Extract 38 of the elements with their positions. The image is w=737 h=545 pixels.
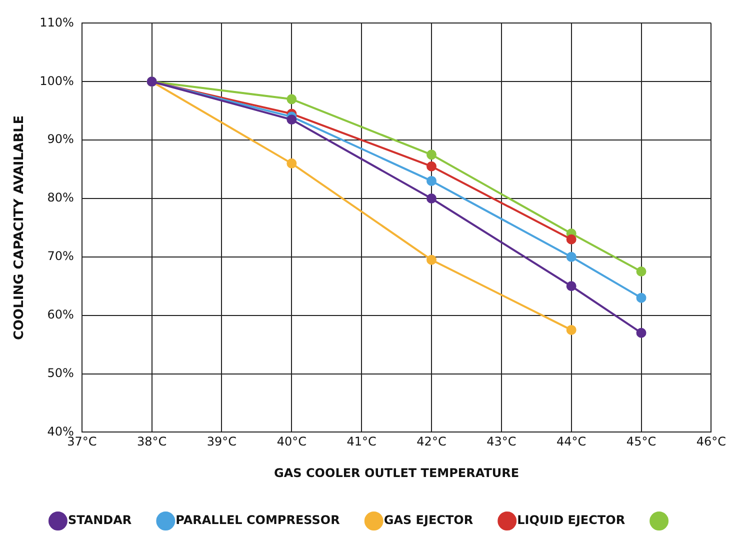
- point: [636, 328, 646, 338]
- x-tick-label: 39°C: [206, 434, 237, 449]
- point: [286, 158, 297, 168]
- x-tick-label: 40°C: [276, 434, 306, 449]
- x-tick-label: 42°C: [416, 434, 446, 449]
- x-tick-label: 41°C: [346, 434, 376, 449]
- point: [426, 150, 436, 160]
- point: [426, 176, 436, 186]
- point: [636, 292, 646, 303]
- y-tick-label: 80%: [47, 190, 74, 205]
- point: [286, 114, 297, 125]
- legend-label: LIQUID EJECTOR: [517, 513, 626, 528]
- x-axis-title: GAS COOLER OUTLET TEMPERATURE: [274, 466, 520, 480]
- x-tick-label: 44°C: [556, 434, 586, 449]
- y-tick-label: 110%: [40, 15, 74, 30]
- y-tick-label: 70%: [47, 249, 74, 264]
- legend-label: PARALLEL COMPRESSOR: [176, 513, 340, 528]
- y-axis-title: COOLING CAPACITY AVAILABLE: [12, 115, 28, 340]
- y-tick-label: 100%: [40, 74, 74, 88]
- point: [566, 324, 576, 335]
- x-tick-label: 46°C: [696, 434, 726, 449]
- y-tick-label: 90%: [47, 132, 74, 146]
- point: [426, 254, 436, 265]
- point: [636, 266, 646, 277]
- y-tick-label: 60%: [47, 307, 74, 322]
- x-tick-label: 43°C: [486, 434, 516, 449]
- legend-label: GAS EJECTOR: [384, 513, 474, 528]
- point: [426, 161, 436, 172]
- y-tick-label: 50%: [47, 366, 74, 380]
- point: [286, 94, 297, 104]
- x-tick-label: 37°C: [67, 434, 97, 449]
- point: [426, 193, 436, 204]
- point: [566, 234, 576, 244]
- x-tick-label: 38°C: [136, 434, 167, 449]
- point: [566, 252, 576, 262]
- x-tick-label: 45°C: [626, 434, 656, 449]
- point: [566, 281, 576, 292]
- legend-label: STANDAR: [68, 513, 132, 528]
